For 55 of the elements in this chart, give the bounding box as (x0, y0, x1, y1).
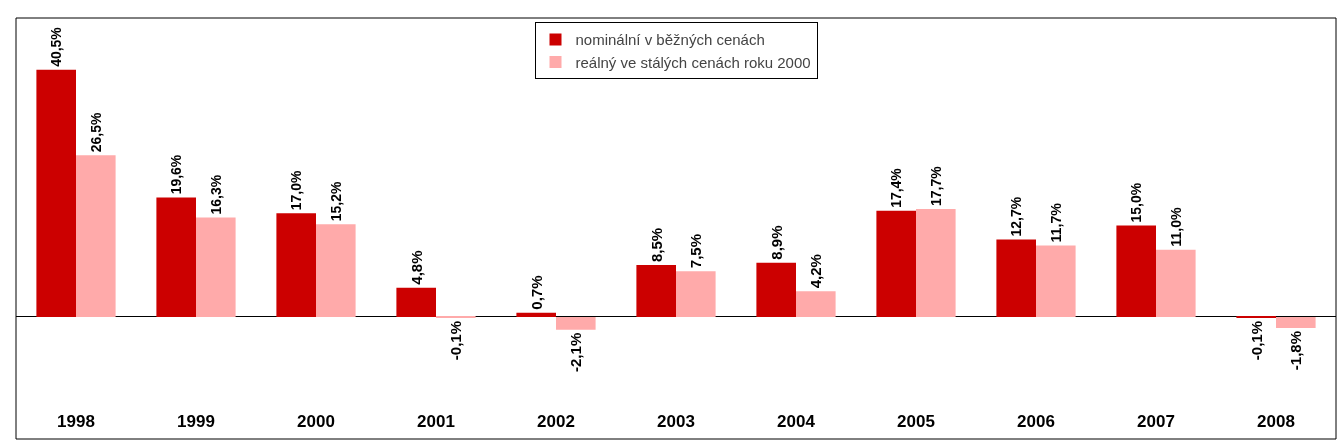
data-label: 11,0% (1168, 206, 1185, 247)
data-label: 26,5% (87, 112, 104, 153)
bar (996, 239, 1036, 317)
data-label: 7,5% (687, 234, 705, 269)
bar (876, 210, 916, 317)
bar (636, 265, 676, 317)
bar (516, 312, 556, 317)
data-label: 12,7% (1008, 196, 1025, 237)
x-tick-label: 2007 (1137, 412, 1175, 431)
bar (316, 224, 356, 317)
data-label: 17,0% (288, 170, 305, 211)
data-label: 19,6% (168, 154, 185, 195)
data-label: -0,1% (1247, 321, 1265, 361)
x-tick-label: 1998 (57, 412, 95, 431)
data-label: 15,2% (327, 181, 344, 222)
x-tick-label: 2008 (1257, 412, 1295, 431)
data-label: 16,3% (207, 174, 224, 215)
x-tick-label: 2003 (657, 412, 695, 431)
bar (1036, 245, 1076, 317)
data-label: 8,5% (647, 227, 665, 263)
data-label: 17,4% (888, 167, 905, 208)
bar (76, 155, 116, 317)
x-tick-label: 2001 (417, 412, 455, 431)
data-label: 4,2% (807, 254, 825, 289)
bar (556, 316, 596, 330)
bar (156, 197, 196, 317)
data-label: 8,9% (767, 225, 785, 260)
x-tick-label: 2000 (297, 412, 335, 431)
legend-label: nominální v běžných cenách (575, 31, 765, 49)
data-label: -1,8% (1287, 330, 1305, 371)
x-tick-label: 2005 (897, 412, 935, 431)
bar (676, 271, 716, 317)
data-label: 11,7% (1048, 202, 1065, 243)
bar (36, 69, 76, 317)
data-label: -0,1% (447, 321, 465, 361)
data-label: 0,7% (527, 275, 545, 310)
bar (1116, 225, 1156, 317)
data-label: 17,7% (927, 165, 944, 206)
x-tick-label: 2002 (537, 412, 575, 431)
data-label: 4,8% (407, 250, 425, 285)
x-tick-label: 1999 (177, 412, 215, 431)
bar (796, 291, 836, 317)
bar (1276, 316, 1316, 328)
bar (1156, 249, 1196, 317)
data-label: 40,5% (48, 26, 65, 67)
bar (276, 213, 316, 317)
bar (396, 287, 436, 317)
x-tick-label: 2004 (777, 412, 816, 431)
x-tick-label: 2006 (1017, 412, 1055, 431)
bar (756, 262, 796, 317)
data-label: -2,1% (567, 332, 585, 372)
data-label: 15,0% (1128, 182, 1145, 223)
bar (196, 217, 236, 317)
bar (916, 208, 956, 317)
legend-label: reálný ve stálých cenách roku 2000 (575, 53, 811, 71)
